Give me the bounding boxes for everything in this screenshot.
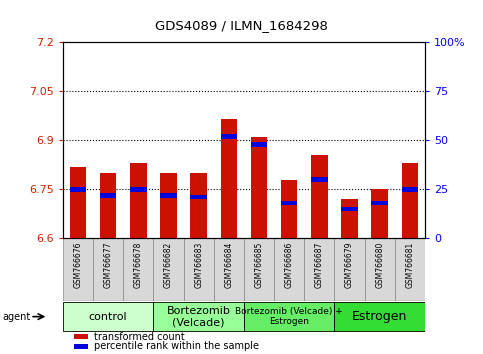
Bar xyxy=(402,187,418,192)
FancyBboxPatch shape xyxy=(334,238,365,301)
Bar xyxy=(160,173,177,238)
Text: GSM766682: GSM766682 xyxy=(164,241,173,288)
Text: GSM766677: GSM766677 xyxy=(103,241,113,288)
FancyBboxPatch shape xyxy=(184,238,213,301)
Text: Estrogen: Estrogen xyxy=(352,310,408,323)
Bar xyxy=(221,134,237,139)
Text: GSM766683: GSM766683 xyxy=(194,241,203,288)
Text: GSM766685: GSM766685 xyxy=(255,241,264,288)
FancyBboxPatch shape xyxy=(93,238,123,301)
Text: GSM766678: GSM766678 xyxy=(134,241,143,288)
Bar xyxy=(402,163,418,238)
Text: GSM766676: GSM766676 xyxy=(73,241,83,288)
FancyBboxPatch shape xyxy=(63,238,93,301)
Bar xyxy=(70,166,86,238)
Bar xyxy=(281,201,298,205)
Bar xyxy=(130,163,146,238)
FancyBboxPatch shape xyxy=(244,302,334,331)
Bar xyxy=(73,344,88,349)
FancyBboxPatch shape xyxy=(365,238,395,301)
Bar xyxy=(100,193,116,198)
Bar xyxy=(311,155,327,238)
Bar xyxy=(371,189,388,238)
Text: Bortezomib (Velcade) +
Estrogen: Bortezomib (Velcade) + Estrogen xyxy=(235,307,343,326)
Bar xyxy=(341,207,358,211)
Text: GSM766680: GSM766680 xyxy=(375,241,384,288)
Text: GSM766681: GSM766681 xyxy=(405,241,414,288)
Bar xyxy=(341,199,358,238)
Bar xyxy=(221,119,237,238)
FancyBboxPatch shape xyxy=(244,238,274,301)
Text: GSM766686: GSM766686 xyxy=(284,241,294,288)
Bar xyxy=(190,195,207,199)
FancyBboxPatch shape xyxy=(63,302,154,331)
FancyBboxPatch shape xyxy=(154,302,244,331)
Text: transformed count: transformed count xyxy=(94,332,185,342)
Text: agent: agent xyxy=(2,312,30,322)
FancyBboxPatch shape xyxy=(304,238,334,301)
Bar xyxy=(100,173,116,238)
Bar xyxy=(281,179,298,238)
Text: control: control xyxy=(89,312,128,322)
Bar xyxy=(70,187,86,192)
Text: Bortezomib
(Velcade): Bortezomib (Velcade) xyxy=(167,306,230,327)
Text: GSM766679: GSM766679 xyxy=(345,241,354,288)
FancyBboxPatch shape xyxy=(334,302,425,331)
FancyBboxPatch shape xyxy=(395,238,425,301)
Bar xyxy=(190,173,207,238)
Text: GDS4089 / ILMN_1684298: GDS4089 / ILMN_1684298 xyxy=(155,19,328,32)
Bar xyxy=(160,193,177,198)
Text: percentile rank within the sample: percentile rank within the sample xyxy=(94,341,258,352)
Bar xyxy=(251,137,267,238)
Bar xyxy=(73,334,88,339)
FancyBboxPatch shape xyxy=(274,238,304,301)
FancyBboxPatch shape xyxy=(213,238,244,301)
FancyBboxPatch shape xyxy=(123,238,154,301)
FancyBboxPatch shape xyxy=(154,238,184,301)
Bar xyxy=(371,201,388,205)
Bar xyxy=(130,187,146,192)
Text: GSM766684: GSM766684 xyxy=(224,241,233,288)
Bar xyxy=(251,142,267,147)
Bar xyxy=(311,177,327,182)
Text: GSM766687: GSM766687 xyxy=(315,241,324,288)
